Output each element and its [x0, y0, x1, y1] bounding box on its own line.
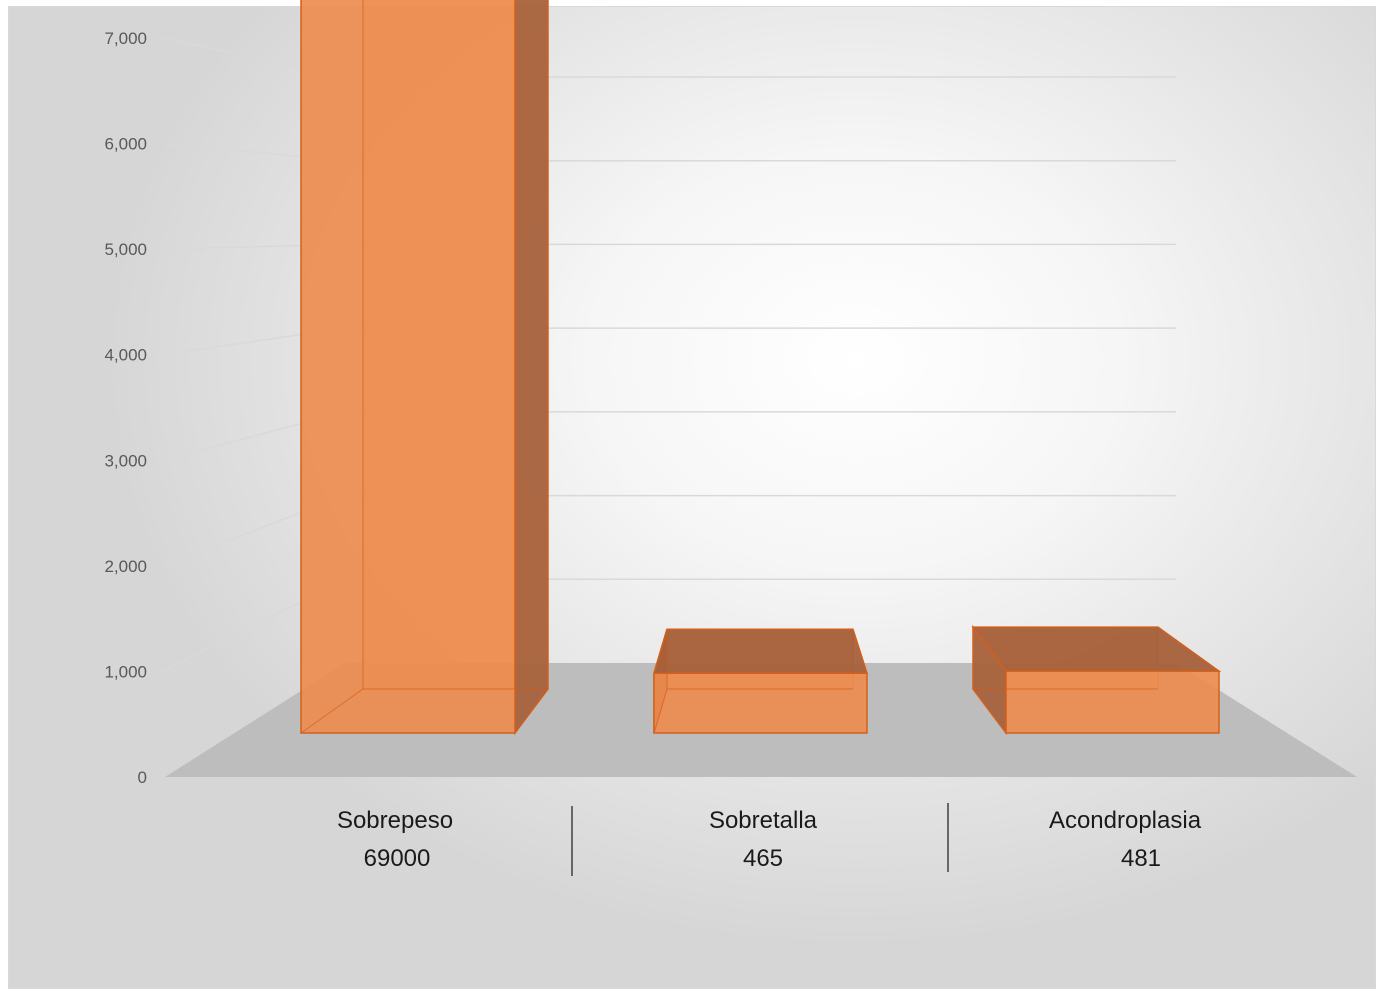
bar-sobrepeso	[300, 0, 549, 736]
value-label-acondroplasia: 481	[1121, 845, 1161, 872]
x-axis: Sobrepeso 69000 Sobretalla 465 Acondropl…	[337, 803, 1202, 876]
bar-front-face	[1005, 670, 1220, 734]
y-tick-label: 7,000	[104, 29, 147, 48]
value-label-sobrepeso: 69000	[364, 845, 431, 872]
y-axis: 0 1,000 2,000 3,000 4,000 5,000 6,000 7,000	[104, 29, 147, 787]
bar-top-face	[971, 626, 1222, 672]
category-label-sobrepeso: Sobrepeso	[337, 807, 453, 834]
y-tick-label: 4,000	[104, 346, 147, 365]
y-tick-label: 0	[138, 768, 147, 787]
bars	[300, 0, 1222, 736]
value-label-sobretalla: 465	[743, 845, 783, 872]
bar-front-face	[300, 0, 516, 734]
bar-sobretalla	[652, 628, 869, 734]
y-tick-label: 5,000	[104, 240, 147, 259]
y-tick-label: 3,000	[104, 451, 147, 470]
category-label-acondroplasia: Acondroplasia	[1049, 807, 1202, 834]
bar-top-face	[652, 628, 869, 674]
bar-acondroplasia	[971, 624, 1222, 736]
y-tick-label: 2,000	[104, 557, 147, 576]
y-tick-label: 1,000	[104, 662, 147, 681]
category-label-sobretalla: Sobretalla	[709, 807, 818, 834]
bar-side-face	[514, 0, 549, 736]
chart-area	[8, 6, 1376, 989]
y-tick-label: 6,000	[104, 135, 147, 154]
bar-front-face	[653, 672, 868, 734]
